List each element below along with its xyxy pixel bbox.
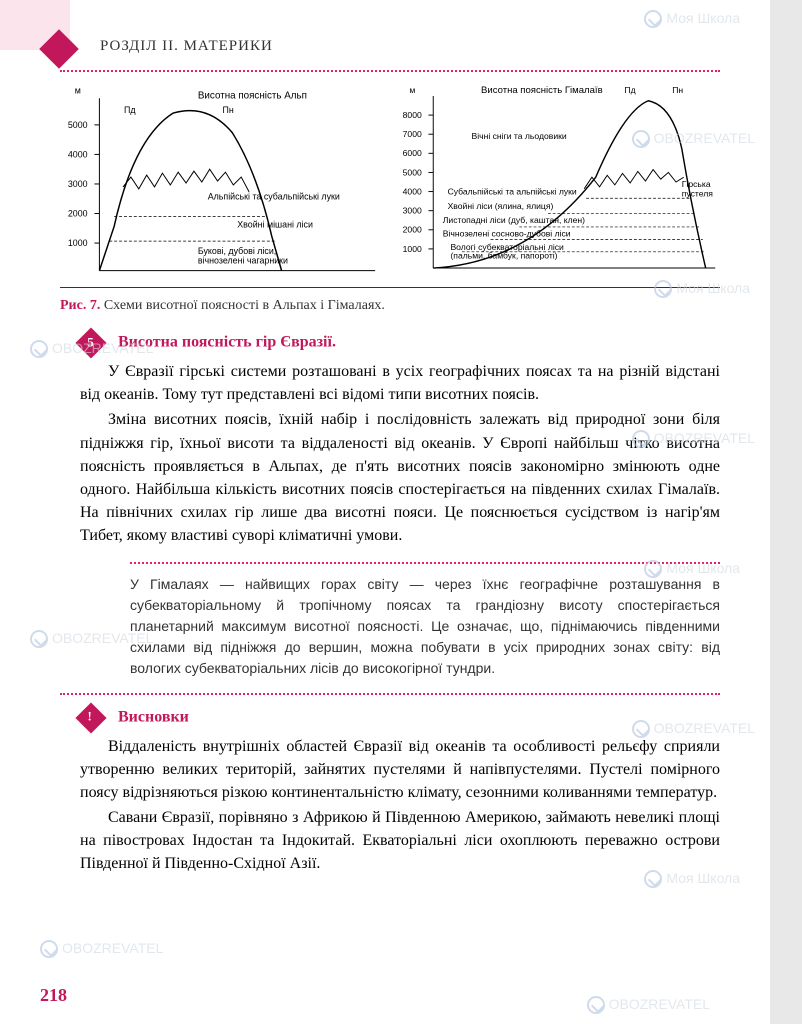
- svg-text:1000: 1000: [68, 238, 88, 248]
- section-5-body: У Євразії гірські системи розташовані в …: [80, 360, 720, 548]
- svg-text:Хвойні мішані ліси: Хвойні мішані ліси: [237, 219, 313, 229]
- section-5-title: Висотна поясність гір Євразії.: [118, 334, 336, 351]
- svg-text:м: м: [409, 85, 415, 95]
- charts-row: м Висотна поясність Альп Пд Пн 1000 2000…: [60, 70, 720, 288]
- figure-number: Рис. 7.: [60, 298, 100, 313]
- conclusions-header: ! Висновки: [80, 707, 720, 729]
- watermark: OBOZREVATEL: [587, 996, 710, 1014]
- conclusions-title: Висновки: [118, 708, 189, 725]
- svg-text:2000: 2000: [403, 225, 422, 235]
- content: м Висотна поясність Альп Пд Пн 1000 2000…: [60, 20, 720, 876]
- svg-text:Вічні сніги та льодовики: Вічні сніги та льодовики: [471, 131, 566, 141]
- chart-himalayas: м Висотна поясність Гімалаїв Пд Пн 1000 …: [395, 77, 720, 287]
- conclusions-body: Віддаленість внутрішніх областей Євразії…: [80, 735, 720, 876]
- svg-text:Букові, дубові ліси,вічнозелен: Букові, дубові ліси,вічнозелені чагарник…: [198, 246, 288, 266]
- svg-text:Вологі субекваторіальні ліси(п: Вологі субекваторіальні ліси(пальми, бам…: [450, 242, 564, 261]
- page-number: 218: [40, 985, 67, 1006]
- svg-text:Вічнозелені сосново-дубові ліс: Вічнозелені сосново-дубові ліси: [443, 228, 571, 238]
- svg-text:Пд: Пд: [624, 85, 635, 95]
- slope-left: Пд: [124, 105, 136, 115]
- svg-text:5000: 5000: [403, 167, 422, 177]
- watermark: OBOZREVATEL: [40, 940, 163, 958]
- conclusions: ! Висновки Віддаленість внутрішніх облас…: [60, 693, 720, 876]
- page: РОЗДІЛ II. МАТЕРИКИ м Висотна поясність …: [0, 0, 770, 1024]
- svg-text:Хвойні ліси (ялина, ялиця): Хвойні ліси (ялина, ялиця): [448, 201, 554, 211]
- svg-text:8000: 8000: [403, 110, 422, 120]
- figure-text: Схеми висотної поясності в Альпах і Гіма…: [104, 298, 385, 313]
- para-2: Зміна висотних поясів, їхній набір і пос…: [80, 408, 720, 547]
- svg-text:4000: 4000: [68, 149, 88, 159]
- svg-text:Пн: Пн: [672, 85, 683, 95]
- svg-text:Альпійські та субальпійські лу: Альпійські та субальпійські луки: [208, 192, 340, 202]
- section-5-header: 5 Висотна поясність гір Євразії.: [80, 332, 720, 354]
- svg-text:Субальпійські та альпійські лу: Субальпійські та альпійські луки: [448, 186, 577, 196]
- header-title: РОЗДІЛ II. МАТЕРИКИ: [100, 38, 273, 55]
- svg-text:Гірськапустеля: Гірськапустеля: [682, 179, 713, 199]
- para-1: У Євразії гірські системи розташовані в …: [80, 360, 720, 406]
- figure-caption: Рис. 7. Схеми висотної поясності в Альпа…: [60, 298, 720, 314]
- svg-text:Листопадні ліси (дуб, каштан,: Листопадні ліси (дуб, каштан, клен): [443, 215, 585, 225]
- svg-text:3000: 3000: [403, 206, 422, 216]
- svg-text:Висотна поясність Гімалаїв: Висотна поясність Гімалаїв: [481, 85, 603, 96]
- svg-text:7000: 7000: [403, 129, 422, 139]
- svg-text:2000: 2000: [68, 208, 88, 218]
- unit-label: м: [75, 85, 81, 95]
- chart-title: Висотна поясність Альп: [198, 90, 307, 101]
- conclusions-marker: !: [75, 702, 106, 733]
- conc-p1: Віддаленість внутрішніх областей Євразії…: [80, 735, 720, 805]
- svg-text:1000: 1000: [403, 244, 422, 254]
- svg-text:5000: 5000: [68, 120, 88, 130]
- slope-right: Пн: [222, 105, 233, 115]
- svg-text:6000: 6000: [403, 148, 422, 158]
- svg-text:3000: 3000: [68, 179, 88, 189]
- himalayas-svg: м Висотна поясність Гімалаїв Пд Пн 1000 …: [395, 77, 720, 287]
- svg-text:4000: 4000: [403, 186, 422, 196]
- note-block: У Гімалаях — найвищих горах світу — чере…: [130, 562, 720, 679]
- chart-alps: м Висотна поясність Альп Пд Пн 1000 2000…: [60, 77, 385, 287]
- conc-p2: Савани Євразії, порівняно з Африкою й Пі…: [80, 806, 720, 876]
- section-marker-5: 5: [75, 327, 106, 358]
- alps-svg: м Висотна поясність Альп Пд Пн 1000 2000…: [60, 77, 385, 287]
